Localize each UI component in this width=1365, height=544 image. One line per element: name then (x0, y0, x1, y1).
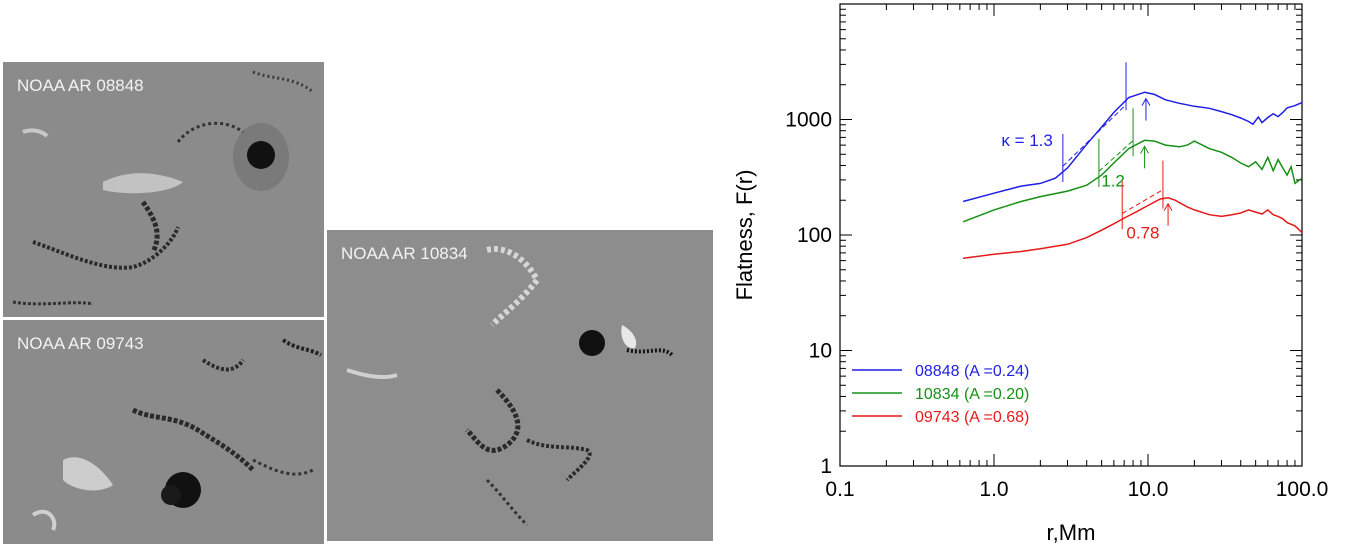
plot-frame (839, 3, 1303, 467)
magnetogram-image (3, 62, 324, 317)
y-tick-label: 100 (797, 224, 832, 247)
magnetogram-label: NOAA AR 08848 (17, 76, 144, 95)
slope-label: κ = 1.3 (1001, 131, 1053, 150)
x-tick-label: 100.0 (1276, 478, 1329, 501)
slope-label: 0.78 (1126, 224, 1159, 243)
x-axis-label: r,Mm (1047, 520, 1096, 544)
legend-label: 09743 (A =0.68) (915, 409, 1029, 426)
y-tick-label: 10 (809, 340, 832, 363)
magnetogram-ar-10834: NOAA AR 10834 (327, 230, 713, 541)
magnetogram-image (3, 320, 324, 544)
x-tick-label: 10.0 (1128, 478, 1169, 501)
magnetogram-label: NOAA AR 10834 (341, 244, 468, 263)
slope-label: 1.2 (1101, 171, 1125, 190)
x-tick-label: 1.0 (979, 478, 1008, 501)
series-line-1 (962, 139, 1303, 223)
peak-arrow-head (1140, 145, 1150, 154)
y-tick-label: 1 (820, 455, 832, 478)
y-tick-label: 1000 (785, 109, 832, 132)
fit-line (1062, 104, 1127, 167)
x-tick-label: 0.1 (825, 478, 854, 501)
fit-line (1098, 140, 1134, 172)
magnetogram-ar-08848: NOAA AR 08848 (3, 62, 324, 317)
magnetogram-image (327, 230, 713, 541)
peak-arrow-head (1163, 202, 1173, 212)
y-axis-label: Flatness, F(r) (732, 170, 757, 301)
peak-arrow-head (1141, 97, 1151, 106)
magnetogram-ar-09743: NOAA AR 09743 (3, 320, 324, 544)
legend-label: 10834 (A =0.20) (915, 386, 1029, 403)
series-line-2 (963, 197, 1303, 259)
magnetogram-label: NOAA AR 09743 (17, 334, 144, 353)
series-line-0 (962, 91, 1303, 203)
flatness-chart: 0.1 1.0 10.0 100.0 1 10 100 1000 r,Mm Flatness, F… (732, 3, 1329, 544)
legend-label: 08848 (A =0.24) (915, 363, 1029, 380)
